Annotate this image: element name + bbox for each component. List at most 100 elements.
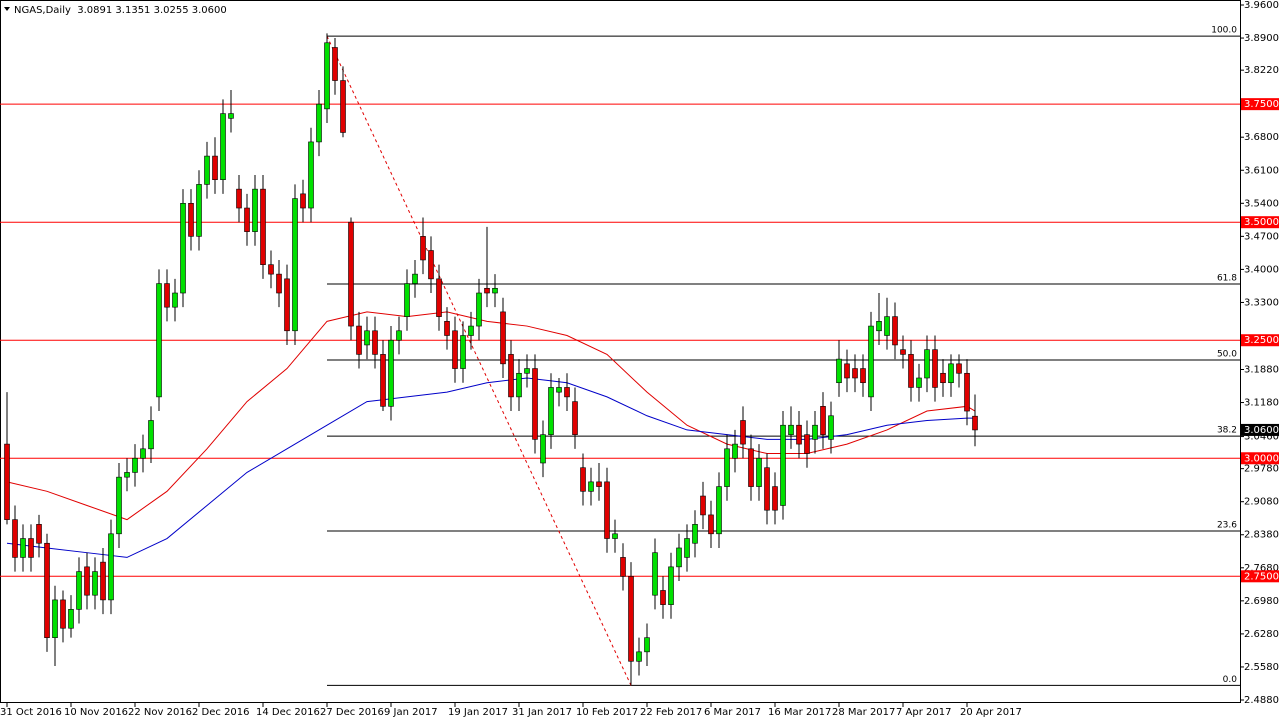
candle-body	[892, 316, 898, 346]
candle-body	[612, 533, 618, 539]
candle-body	[92, 571, 98, 596]
y-tick-label: 2.9780	[1244, 464, 1279, 475]
candle-body	[300, 193, 306, 209]
y-tick-label: 3.1180	[1244, 398, 1279, 409]
candle-body	[660, 590, 666, 605]
candle-body	[260, 188, 266, 265]
candle-body	[828, 415, 834, 440]
candle-body	[36, 524, 42, 544]
moving-average	[6, 311, 976, 521]
candle-body	[116, 476, 122, 535]
candle-body	[748, 448, 754, 487]
candle-body	[436, 278, 442, 317]
candle-body	[476, 292, 482, 327]
candle-body	[124, 472, 130, 478]
candle-body	[524, 368, 530, 374]
level-price-label: 3.0000	[1244, 453, 1279, 464]
candle-body	[700, 495, 706, 516]
candle-body	[348, 221, 354, 327]
x-tick-label: 28 Mar 2017	[832, 707, 895, 718]
candle-body	[532, 368, 538, 440]
candle-body	[916, 377, 922, 388]
candle-body	[868, 325, 874, 398]
x-tick-label: 2 Dec 2016	[192, 707, 250, 718]
fib-label: 100.0	[1211, 26, 1237, 36]
candle-body	[500, 311, 506, 365]
candle-body	[276, 273, 282, 294]
x-tick-label: 31 Jan 2017	[512, 707, 572, 718]
level-price-box	[1241, 570, 1279, 583]
candle-body	[852, 368, 858, 379]
candle-body	[388, 339, 394, 407]
candle-body	[516, 372, 522, 398]
candle-body	[684, 538, 690, 558]
candle-body	[604, 481, 610, 539]
candle-body	[292, 198, 298, 332]
candle-body	[932, 349, 938, 388]
y-tick-label: 2.7680	[1244, 563, 1279, 574]
candle-body	[412, 273, 418, 284]
candle-body	[564, 387, 570, 398]
candle-body	[692, 524, 698, 544]
candle-body	[732, 443, 738, 459]
y-tick-label: 3.6100	[1244, 165, 1279, 176]
level-price-box	[1241, 98, 1279, 111]
candle-body	[716, 486, 722, 535]
candle-body	[404, 283, 410, 317]
candle-body	[940, 372, 946, 384]
x-tick-label: 16 Mar 2017	[768, 707, 831, 718]
candle-body	[540, 434, 546, 464]
candle-body	[44, 542, 50, 638]
chart-title: NGAS,Daily 3.0891 3.1351 3.0255 3.0600	[14, 5, 227, 16]
y-tick-label: 2.6980	[1244, 596, 1279, 607]
candle-body	[580, 467, 586, 492]
candle-body	[268, 264, 274, 275]
y-tick-label: 3.4000	[1244, 264, 1279, 275]
candle-body	[548, 387, 554, 435]
level-price-label: 3.2500	[1244, 335, 1279, 346]
candle-body	[372, 330, 378, 355]
candle-body	[588, 481, 594, 492]
y-tick-label: 3.8900	[1244, 33, 1279, 44]
y-tick-label: 3.6800	[1244, 132, 1279, 143]
candle-body	[796, 424, 802, 445]
title-icon	[4, 7, 10, 11]
candle-body	[708, 514, 714, 535]
candle-body	[644, 637, 650, 653]
candle-body	[508, 354, 514, 398]
candle-body	[284, 278, 290, 332]
candle-body	[756, 457, 762, 487]
candle-body	[132, 457, 138, 473]
level-price-box	[1241, 334, 1279, 347]
x-tick-label: 22 Nov 2016	[128, 707, 192, 718]
candle-body	[100, 561, 106, 601]
candle-body	[204, 155, 210, 185]
candle-body	[876, 321, 882, 332]
candle-body	[860, 368, 866, 384]
candle-body	[724, 448, 730, 487]
candle-body	[52, 599, 58, 638]
x-tick-label: 7 Apr 2017	[896, 707, 951, 718]
candle-body	[820, 406, 826, 435]
x-tick-label: 22 Feb 2017	[640, 707, 702, 718]
y-tick-label: 3.1880	[1244, 364, 1279, 375]
candle-body	[676, 547, 682, 568]
candle-body	[668, 566, 674, 605]
candle-body	[948, 363, 954, 384]
x-tick-label: 9 Jan 2017	[384, 707, 438, 718]
candle-body	[804, 434, 810, 454]
candle-body	[972, 415, 978, 431]
x-tick-label: 6 Mar 2017	[704, 707, 761, 718]
candle-body	[364, 330, 370, 346]
candle-body	[844, 363, 850, 379]
x-tick-label: 10 Nov 2016	[64, 707, 128, 718]
fib-label: 0.0	[1223, 675, 1238, 685]
candle-body	[28, 538, 34, 558]
candle-body	[252, 188, 258, 232]
y-tick-label: 3.8220	[1244, 65, 1279, 76]
last-price-box	[1241, 423, 1279, 436]
candle-body	[452, 330, 458, 369]
candle-body	[180, 203, 186, 294]
candle-body	[396, 330, 402, 341]
